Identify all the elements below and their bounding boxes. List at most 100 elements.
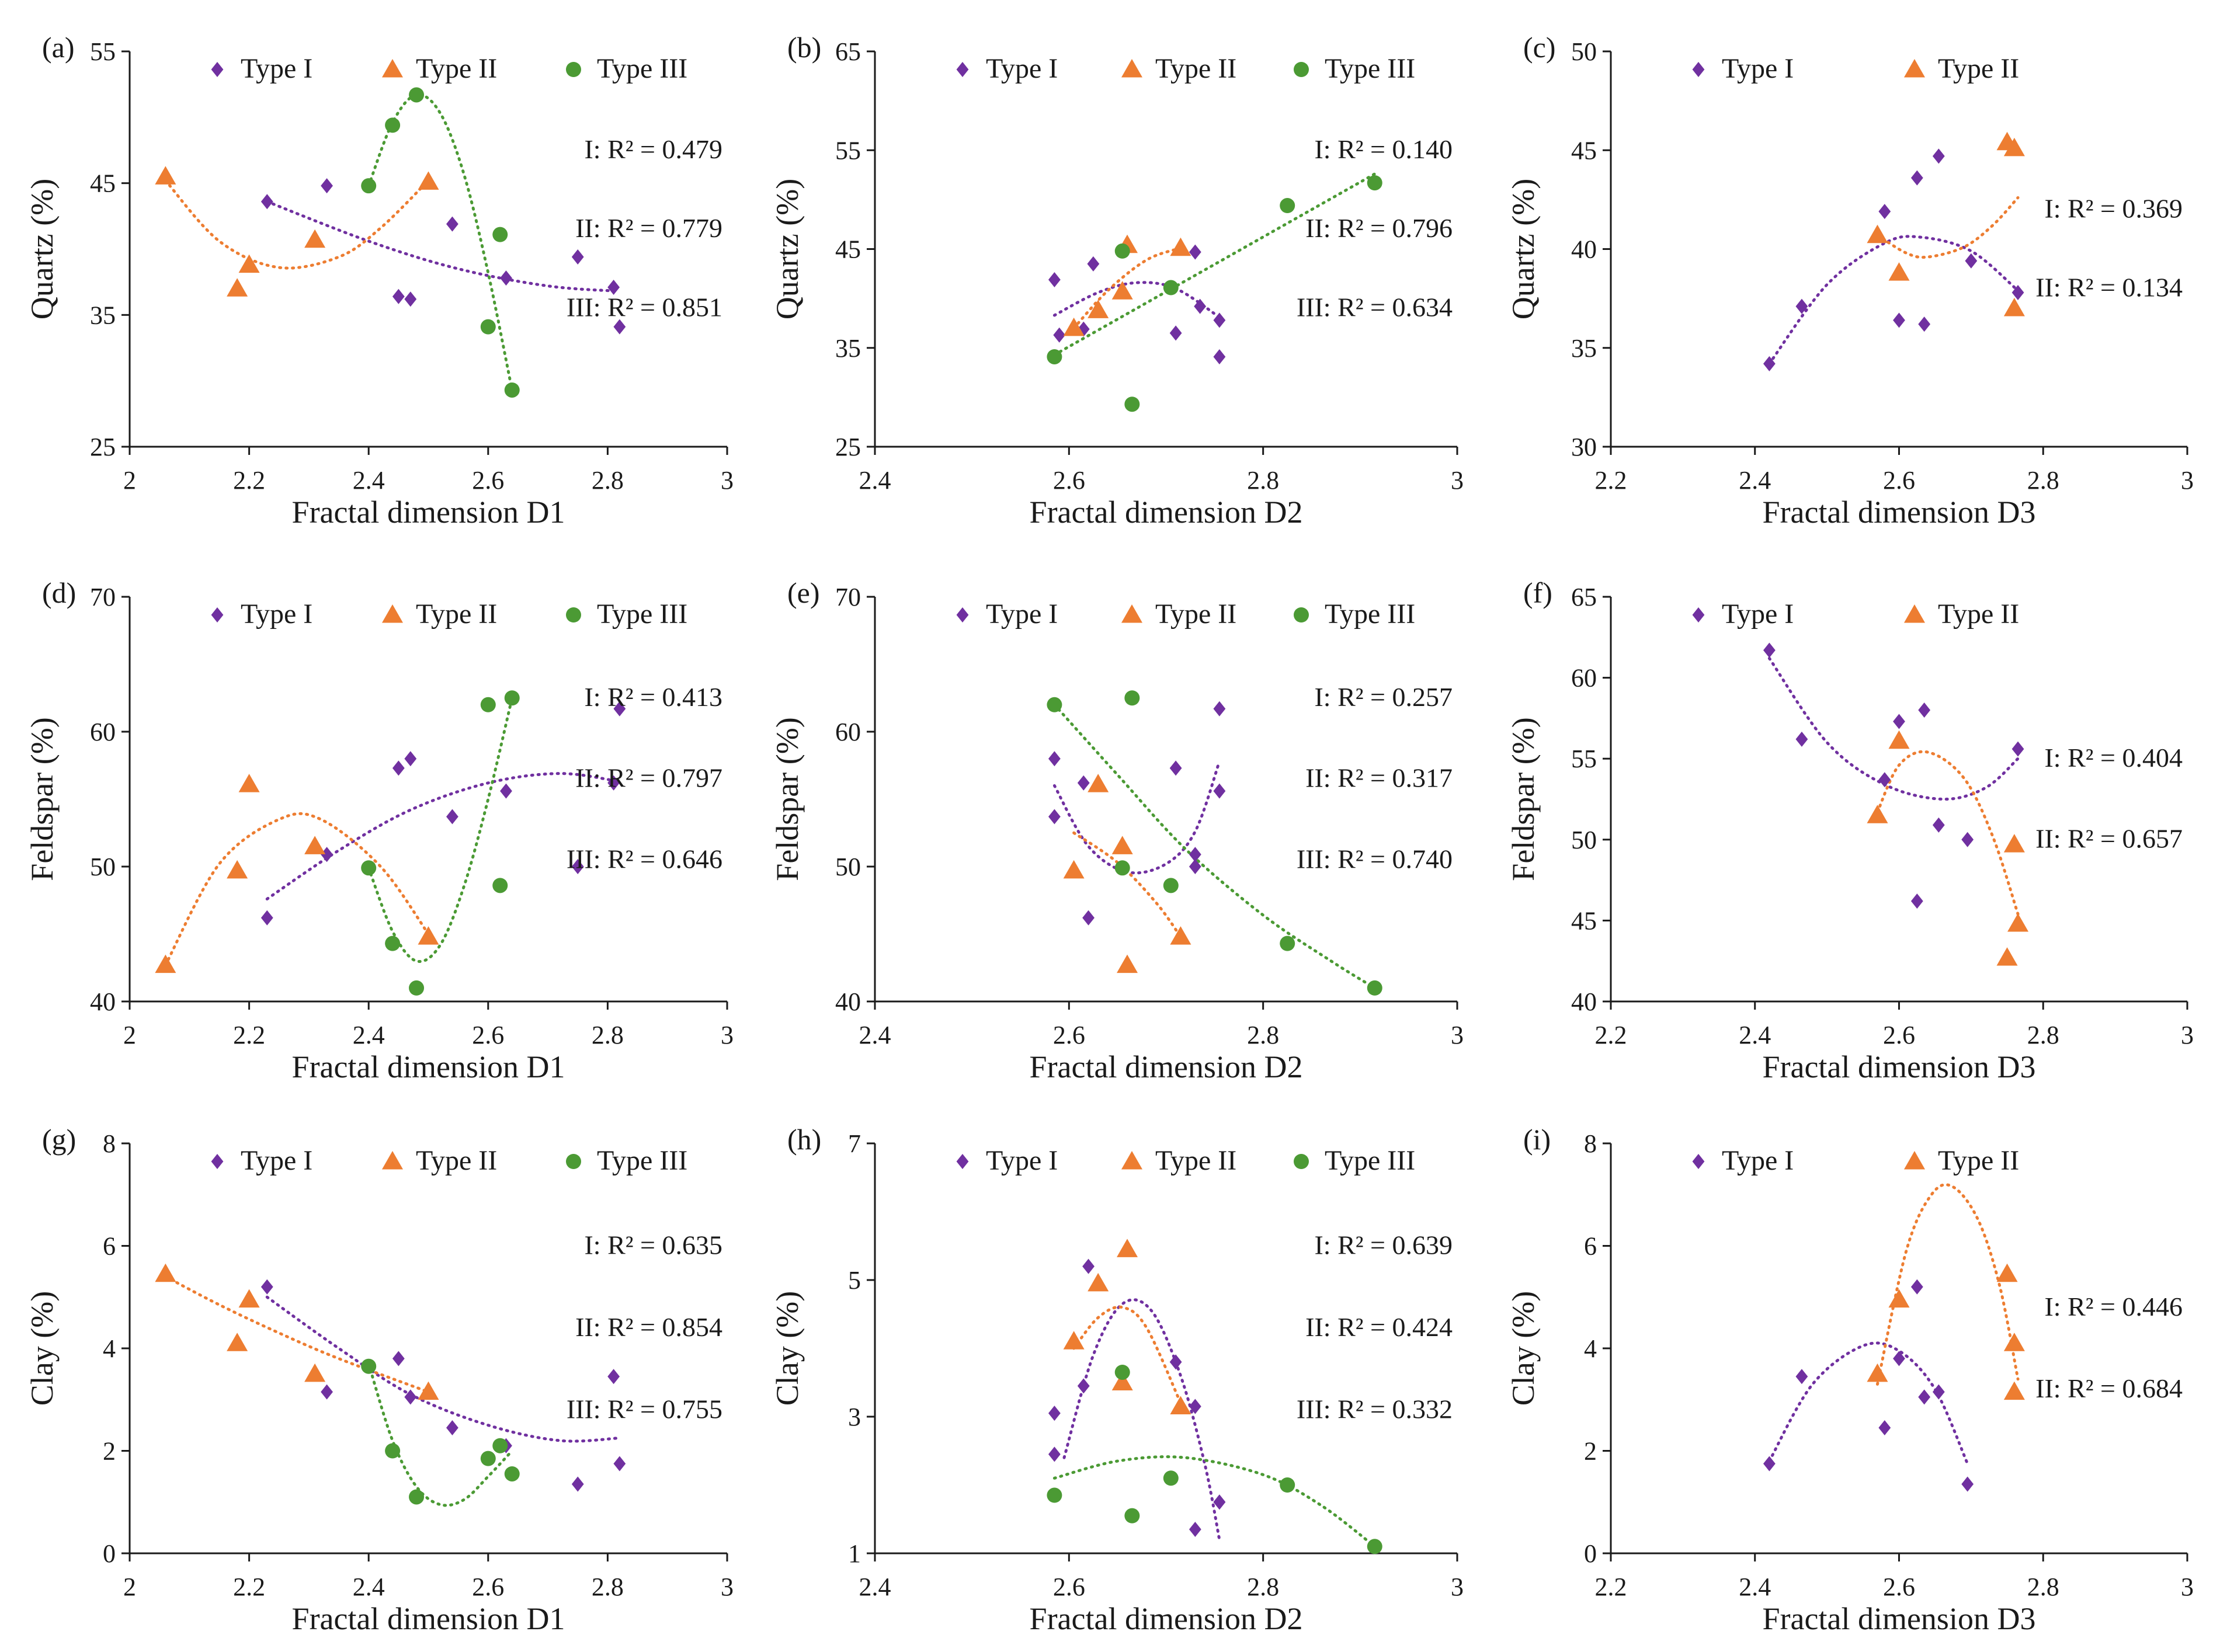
data-point [1965,253,1978,269]
legend-marker [211,62,224,77]
data-point [1910,170,1923,186]
data-point [1932,148,1945,164]
legend-marker [956,1154,969,1169]
legend-entry-type-iii: Type III [566,1145,687,1176]
data-point [1047,349,1062,364]
trendline-type-i [265,200,621,293]
series-type-i [1763,148,2024,371]
y-axis-title: Clay (%) [1506,1291,1541,1406]
data-point [321,1384,333,1400]
data-point [409,1489,425,1505]
data-point [304,229,326,248]
data-point [155,1263,176,1282]
data-point [1918,1389,1931,1405]
legend-marker [1121,1151,1142,1170]
data-point [1367,1539,1382,1554]
series-type-ii [1063,774,1191,973]
data-point [321,178,333,194]
legend-label: Type III [1325,53,1415,84]
data-point [1063,317,1085,336]
legend-label: Type III [1325,599,1415,630]
data-point [1996,1263,2018,1282]
x-tick-label: 2.4 [353,466,385,495]
data-point [385,117,401,133]
legend-label: Type III [597,1145,687,1176]
data-point [1795,298,1808,314]
legend-entry-type-i: Type I [1692,599,1794,630]
legend-entry-type-ii: Type II [382,1145,497,1176]
data-point [1189,1522,1201,1538]
data-point [1888,1289,1910,1308]
legend-label: Type II [416,1145,497,1176]
r-squared-label: III: R² = 0.851 [567,293,722,322]
y-axis-title: Quartz (%) [1506,179,1541,319]
data-point [1867,224,1888,244]
data-point [571,859,584,874]
data-point [1280,1477,1295,1493]
data-point [1888,730,1910,749]
r-squared-label: II: R² = 0.797 [575,763,722,793]
r-squared-label: I: R² = 0.404 [2044,743,2183,773]
y-tick-label: 40 [835,987,861,1016]
x-tick-label: 2.2 [233,466,265,495]
legend-label: Type I [241,53,312,84]
data-point [1213,349,1226,364]
legend-marker [1692,62,1705,77]
data-point [321,847,333,862]
y-tick-label: 6 [103,1232,116,1261]
legend-entry-type-ii: Type II [1904,53,2019,84]
y-axis-title: Quartz (%) [770,179,805,319]
x-tick-label: 3 [1451,1021,1464,1049]
data-point [1878,1420,1891,1436]
series-type-ii [1867,1263,2025,1400]
data-point [613,319,626,335]
data-point [1763,1456,1776,1472]
y-axis-title: Quartz (%) [25,179,60,319]
panel-label: (c) [1523,31,1556,64]
x-tick-label: 2.8 [592,466,624,495]
x-tick-label: 2.8 [2027,1021,2059,1049]
y-tick-label: 3 [848,1403,861,1431]
data-point [1213,1494,1226,1510]
x-tick-label: 2.2 [1595,1021,1627,1049]
y-tick-label: 1 [848,1539,861,1568]
trendline-type-ii [1072,246,1182,330]
x-tick-label: 2.8 [592,1573,624,1601]
r-squared-label: III: R² = 0.646 [567,844,722,874]
data-point [1961,1476,1974,1492]
data-point [607,775,620,791]
trendline-type-iii [367,696,514,963]
data-point [1867,1363,1888,1382]
r-squared-label: III: R² = 0.755 [567,1394,722,1424]
y-axis-title: Clay (%) [770,1291,805,1406]
data-point [1170,926,1191,945]
data-point [361,1358,377,1374]
x-axis-title: Fractal dimension D3 [1763,1049,2036,1084]
data-point [260,910,273,926]
r-squared-label: II: R² = 0.424 [1305,1312,1453,1342]
data-point [1996,947,2018,966]
x-tick-label: 3 [721,466,734,495]
legend-marker [382,1151,403,1170]
data-point [1170,1396,1191,1414]
trendline-type-ii [164,179,430,270]
data-point [607,1369,620,1385]
data-point [155,954,176,973]
data-point [446,1420,458,1436]
series-type-i [1048,701,1226,926]
y-tick-label: 40 [1571,235,1597,264]
data-point [1367,175,1382,191]
series-type-i [1048,1258,1226,1538]
data-point [1163,280,1179,295]
legend-label: Type I [986,599,1058,630]
data-point [418,926,439,945]
r-squared-label: I: R² = 0.140 [1314,134,1453,164]
panel-label: (d) [42,576,76,609]
data-point [1910,893,1923,909]
data-point [1077,1378,1090,1394]
y-tick-label: 55 [835,136,861,165]
data-point [2003,834,2025,853]
series-type-iii [1047,1364,1382,1554]
r-squared-label: II: R² = 0.779 [575,213,722,243]
